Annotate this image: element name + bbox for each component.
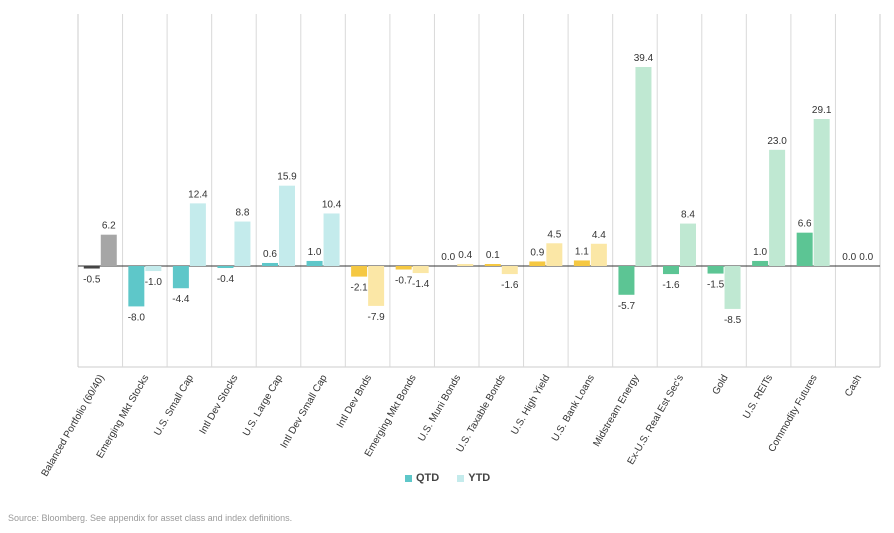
value-label-qtd: 0.0 [441, 252, 455, 263]
bars-group [83, 67, 830, 309]
bar-qtd [752, 260, 769, 266]
legend: QTD YTD [405, 472, 490, 484]
bar-qtd [172, 266, 189, 289]
bar-qtd [83, 266, 100, 269]
category-label: Emerging Mkt Stocks [95, 373, 152, 460]
bar-qtd [306, 260, 323, 266]
value-labels-group: -0.5 6.2 -8.0 -1.0 -4.4 12.4 -0.4 8.8 0.6 15.9 1.0… [83, 53, 873, 326]
bar-qtd [351, 266, 368, 277]
category-label: U.S. Muni Bonds [416, 373, 463, 443]
value-label-qtd: -0.5 [83, 275, 101, 286]
value-label-ytd: 6.2 [102, 221, 116, 232]
bar-ytd [412, 266, 429, 274]
bar-qtd [663, 266, 679, 275]
bar-qtd [128, 266, 145, 307]
bar-ytd [680, 223, 696, 266]
bar-qtd [395, 266, 412, 270]
value-label-qtd: -2.1 [350, 283, 368, 294]
value-label-ytd: -8.5 [724, 315, 742, 326]
bar-ytd [145, 266, 162, 272]
value-label-ytd: -1.6 [501, 280, 519, 291]
category-label: U.S. High Yield [509, 373, 552, 437]
category-label: Intl Dev Stocks [198, 373, 241, 436]
bar-qtd [796, 232, 813, 266]
value-label-ytd: 23.0 [767, 136, 787, 147]
category-label: Intl Dev Small Cap [279, 373, 330, 451]
legend-swatch-qtd [405, 474, 412, 482]
bar-ytd [234, 221, 251, 266]
category-label: U.S. Large Cap [241, 373, 285, 439]
bar-ytd [100, 234, 117, 266]
legend-swatch-ytd [457, 474, 465, 482]
value-label-qtd: -5.7 [618, 301, 636, 312]
value-label-ytd: 10.4 [322, 199, 342, 210]
bar-qtd [262, 262, 278, 266]
bar-qtd [573, 260, 590, 266]
bar-ytd [368, 266, 385, 306]
bar-ytd [635, 67, 652, 266]
value-label-ytd: -1.0 [145, 277, 163, 288]
value-label-ytd: 8.4 [681, 210, 695, 221]
bar-qtd [217, 266, 234, 269]
category-label: Emerging Mkt Bonds [363, 373, 419, 459]
bar-qtd [529, 261, 546, 266]
bar-ytd [546, 243, 563, 266]
bar-ytd [590, 243, 607, 266]
bar-ytd [769, 149, 786, 266]
plot-frame [77, 14, 881, 368]
value-label-qtd: -0.4 [217, 274, 235, 285]
value-label-ytd: -7.9 [367, 312, 385, 323]
bar-ytd [323, 213, 340, 266]
value-label-qtd: -1.5 [707, 280, 725, 291]
value-label-qtd: 1.1 [575, 246, 589, 257]
value-label-ytd: 39.4 [634, 53, 654, 64]
value-label-ytd: 15.9 [277, 172, 297, 183]
category-label: Commodity Futures [767, 373, 820, 454]
legend-label-qtd: QTD [416, 472, 440, 484]
value-label-ytd: 4.4 [592, 230, 606, 241]
value-label-qtd: 6.6 [798, 219, 812, 230]
bar-qtd [484, 264, 501, 266]
source-note: Source: Bloomberg. See appendix for asse… [8, 513, 293, 523]
bar-ytd [501, 266, 518, 275]
bar-qtd [707, 266, 724, 274]
bar-ytd [724, 266, 741, 309]
category-label: U.S. Taxable Bonds [455, 373, 508, 454]
value-label-qtd: 0.6 [263, 249, 277, 260]
value-label-qtd: -8.0 [128, 312, 146, 323]
value-label-qtd: 1.0 [308, 247, 322, 258]
value-label-ytd: 0.0 [859, 252, 873, 263]
value-label-ytd: 8.8 [235, 208, 249, 219]
category-label: U.S. Bank Loans [550, 373, 597, 443]
value-label-ytd: 29.1 [812, 105, 832, 116]
legend-item-qtd: QTD [405, 472, 439, 484]
bar-ytd [279, 185, 295, 266]
value-label-qtd: 0.1 [486, 250, 500, 261]
category-labels-group: Balanced Portfolio (60/40)Emerging Mkt S… [40, 373, 865, 479]
value-label-qtd: -0.7 [395, 276, 413, 287]
category-label: Cash [843, 373, 864, 399]
category-label: Gold [711, 373, 731, 397]
bar-qtd [618, 266, 635, 295]
category-label: Midstream Energy [591, 373, 641, 449]
value-label-qtd: -4.4 [172, 294, 190, 305]
category-label: U.S. Small Cap [152, 373, 196, 438]
legend-item-ytd: YTD [457, 472, 490, 484]
value-label-qtd: 1.0 [753, 247, 767, 258]
legend-label-ytd: YTD [468, 472, 491, 484]
bar-ytd [813, 119, 830, 266]
value-label-ytd: 12.4 [188, 189, 208, 200]
category-label: Intl Dev Bnds [335, 373, 374, 430]
value-label-qtd: 0.9 [530, 247, 544, 258]
category-label: U.S. REITs [741, 373, 775, 421]
category-label: Balanced Portfolio (60/40) [40, 373, 107, 479]
value-label-ytd: 4.5 [547, 229, 561, 240]
bar-ytd [189, 203, 206, 266]
value-label-ytd: -1.4 [412, 279, 430, 290]
value-label-ytd: 0.4 [458, 250, 472, 261]
value-label-qtd: 0.0 [842, 252, 856, 263]
bar-ytd [457, 263, 474, 266]
value-label-qtd: -1.6 [662, 280, 680, 291]
